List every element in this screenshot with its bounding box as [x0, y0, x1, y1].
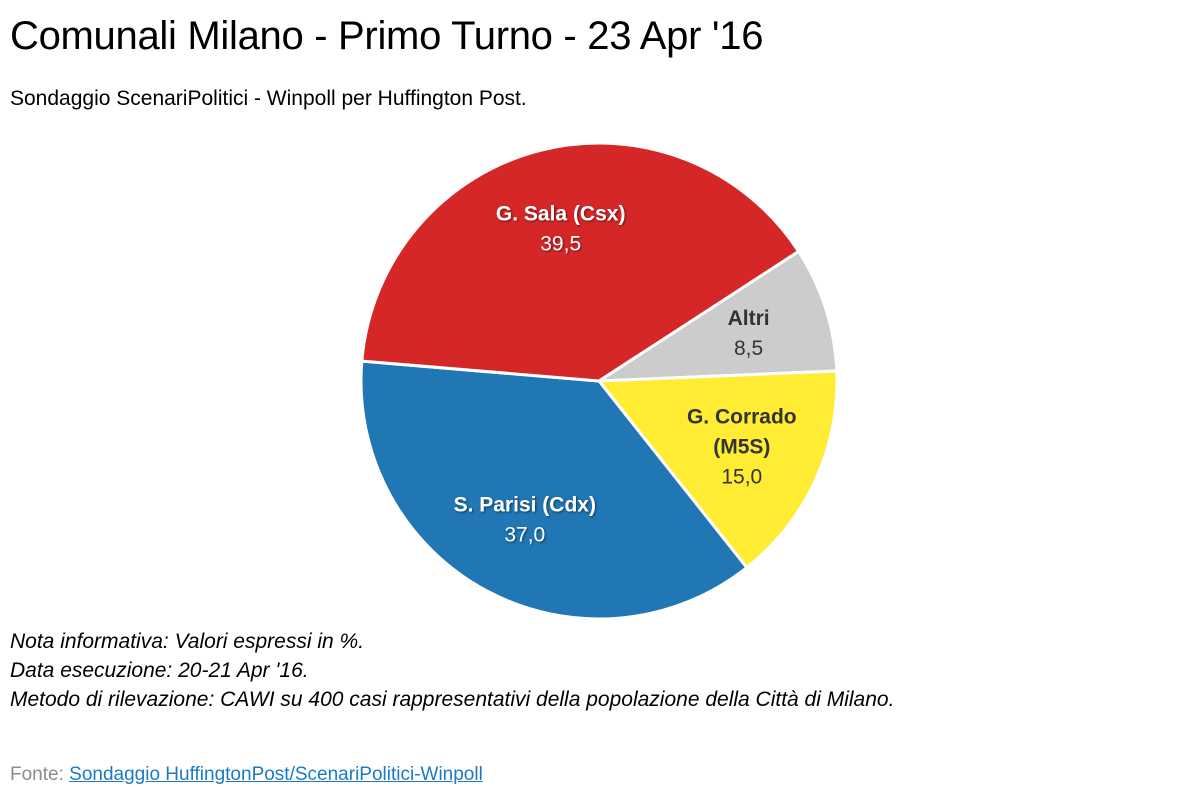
pie-slice [360, 141, 801, 383]
note-survey-method: Metodo di rilevazione: CAWI su 400 casi … [10, 688, 895, 711]
source-line: Fonte: Sondaggio HuffingtonPost/ScenariP… [10, 764, 483, 786]
pie-slice-label: Altri 8,5 [728, 307, 770, 360]
slice-value-label: 39,5 [540, 233, 581, 256]
slice-name-label: G. Sala (Csx) [496, 203, 626, 226]
pie-slice-label: G. Corrado (M5S) 15,0 [687, 405, 797, 488]
chart-subtitle: Sondaggio ScenariPolitici - Winpoll per … [10, 87, 527, 110]
note-execution-date: Data esecuzione: 20-21 Apr '16. [10, 659, 309, 682]
chart-title: Comunali Milano - Primo Turno - 23 Apr '… [10, 14, 764, 58]
pie-labels: Altri 8,5 G. Corrado (M5S) 15,0 S. Parisi (Cd… [454, 203, 797, 547]
slice-value-label: 8,5 [734, 337, 763, 360]
source-label: Fonte: [10, 764, 70, 785]
slice-name-label: Altri [728, 307, 770, 330]
pie-slice [597, 249, 839, 383]
pie-slice-label: G. Sala (Csx) 39,5 [496, 203, 626, 256]
pie-slices [359, 141, 839, 621]
source-link[interactable]: Sondaggio HuffingtonPost/ScenariPolitici… [69, 764, 483, 785]
note-values-unit: Nota informativa: Valori espressi in %. [10, 630, 365, 653]
slice-value-label: 37,0 [504, 523, 545, 546]
slice-name-label: (M5S) [713, 435, 770, 458]
pie-slice-label: S. Parisi (Cdx) 37,0 [454, 493, 596, 546]
pie-slice [359, 359, 749, 621]
slice-value-label: 15,0 [721, 465, 762, 488]
pie-slice [597, 369, 839, 570]
slice-name-label: S. Parisi (Cdx) [454, 493, 596, 516]
notes: Nota informativa: Valori espressi in %. … [10, 627, 894, 714]
slice-name-label: G. Corrado [687, 405, 797, 428]
